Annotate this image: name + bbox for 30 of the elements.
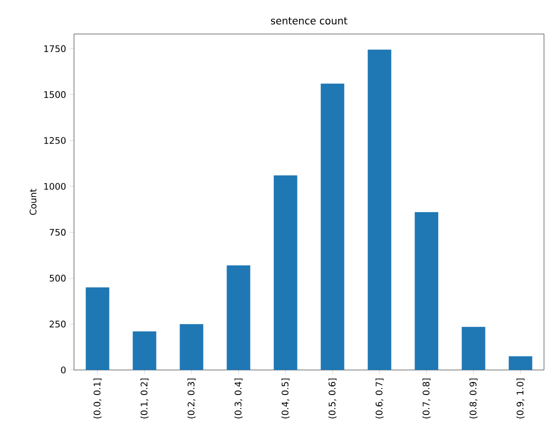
bar xyxy=(86,287,110,370)
x-tick-label: (0.7, 0.8] xyxy=(422,378,431,418)
y-tick-label: 500 xyxy=(50,274,66,282)
x-tick-label: (0.2, 0.3] xyxy=(187,378,196,418)
y-axis-title: Count xyxy=(30,188,36,215)
x-tick-label: (0.8, 0.9] xyxy=(469,378,478,418)
x-tick-label: (0.0, 0.1] xyxy=(93,378,102,418)
y-tick-label: 0 xyxy=(61,366,66,374)
x-tick-label: (0.9, 1.0] xyxy=(516,378,525,418)
x-tick-label: (0.3, 0.4] xyxy=(234,378,243,418)
chart-title: sentence count xyxy=(270,17,348,24)
y-tick-label: 1250 xyxy=(44,137,66,144)
bar xyxy=(274,175,298,370)
bar xyxy=(414,212,438,370)
x-tick-label: (0.6, 0.7] xyxy=(375,378,384,418)
x-tick-label: (0.1, 0.2] xyxy=(140,378,149,418)
y-tick-label: 250 xyxy=(50,320,66,328)
x-tick-label: (0.4, 0.5] xyxy=(281,378,290,418)
bar xyxy=(180,324,204,370)
bar xyxy=(132,331,156,370)
bar xyxy=(320,84,344,370)
y-tick-label: 1000 xyxy=(44,182,66,190)
y-tick-label: 1500 xyxy=(44,91,66,98)
bar xyxy=(368,50,392,370)
bar xyxy=(508,356,532,370)
bar xyxy=(226,265,250,370)
y-tick-label: 1750 xyxy=(44,45,66,52)
y-tick-label: 750 xyxy=(50,228,66,236)
bar xyxy=(462,326,486,370)
x-tick-label: (0.5, 0.6] xyxy=(328,378,337,418)
